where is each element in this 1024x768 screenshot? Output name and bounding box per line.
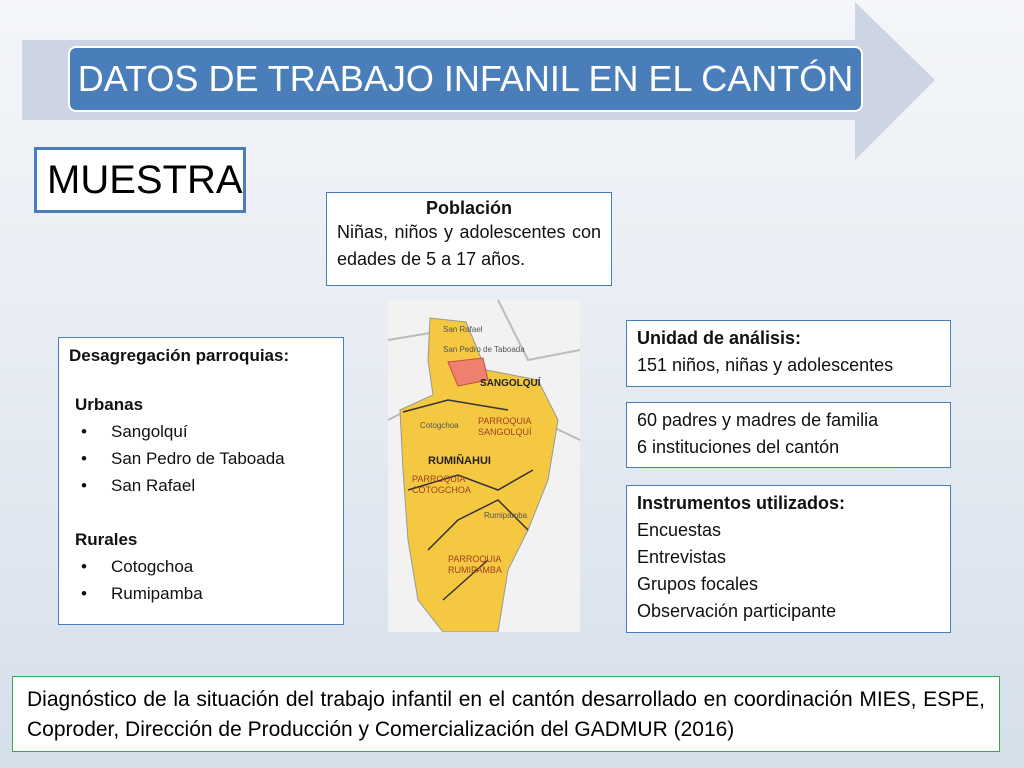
list-item: Cotogchoa [81, 553, 333, 580]
map-label: SANGOLQUÍ [480, 376, 541, 389]
map-label: PARROQUIA [448, 554, 501, 564]
unidad-title: Unidad de análisis: [637, 328, 802, 348]
instrumentos-title: Instrumentos utilizados: [637, 493, 846, 513]
map-label: RUMIPAMBA [448, 565, 502, 575]
unidad-text: 151 niños, niñas y adolescentes [637, 355, 894, 375]
map-label: Cotogchoa [420, 421, 459, 430]
urbanas-list: Sangolquí San Pedro de Taboada San Rafae… [69, 418, 333, 499]
title: DATOS DE TRABAJO INFANIL EN EL CANTÓN [77, 58, 854, 99]
map-label: COTOGCHOA [412, 485, 471, 495]
urbanas-title: Urbanas [75, 395, 144, 414]
rurales-list: Cotogchoa Rumipamba [69, 553, 333, 607]
map-label: San Rafael [443, 325, 483, 334]
list-item: San Pedro de Taboada [81, 445, 333, 472]
padres-line: 6 instituciones del cantón [637, 437, 840, 457]
padres-box: 60 padres y madres de familia 6 instituc… [626, 402, 951, 468]
list-item: Rumipamba [81, 580, 333, 607]
map: San Rafael San Pedro de Taboada Cotogcho… [388, 300, 580, 632]
title-box: DATOS DE TRABAJO INFANIL EN EL CANTÓN [68, 46, 863, 112]
poblacion-box: Población Niñas, niños y adolescentes co… [326, 192, 612, 286]
section-title: MUESTRA [47, 158, 243, 202]
map-label: Rumipamba [484, 511, 528, 520]
poblacion-title: Población [425, 198, 512, 218]
poblacion-text: Niñas, niños y adolescentes con edades d… [337, 222, 601, 269]
desagregacion-box: Desagregación parroquias: Urbanas Sangol… [58, 337, 344, 625]
section-box: MUESTRA [34, 147, 246, 213]
instrumento: Entrevistas [637, 547, 727, 567]
instrumento: Encuestas [637, 520, 722, 540]
map-label: San Pedro de Taboada [443, 345, 525, 354]
desagregacion-title: Desagregación parroquias: [69, 346, 290, 365]
instrumentos-box: Instrumentos utilizados: Encuestas Entre… [626, 485, 951, 633]
unidad-box: Unidad de análisis: 151 niños, niñas y a… [626, 320, 951, 387]
footer-box: Diagnóstico de la situación del trabajo … [12, 676, 1000, 752]
instrumento: Grupos focales [637, 574, 759, 594]
footer-text: Diagnóstico de la situación del trabajo … [27, 688, 985, 741]
list-item: San Rafael [81, 472, 333, 499]
map-label: PARROQUIA [412, 474, 465, 484]
map-label: SANGOLQUÍ [478, 427, 532, 437]
instrumento: Observación participante [637, 601, 837, 621]
padres-line: 60 padres y madres de familia [637, 410, 879, 430]
map-label: RUMIÑAHUI [428, 454, 491, 467]
map-label: PARROQUIA [478, 416, 531, 426]
list-item: Sangolquí [81, 418, 333, 445]
rurales-title: Rurales [75, 530, 138, 549]
